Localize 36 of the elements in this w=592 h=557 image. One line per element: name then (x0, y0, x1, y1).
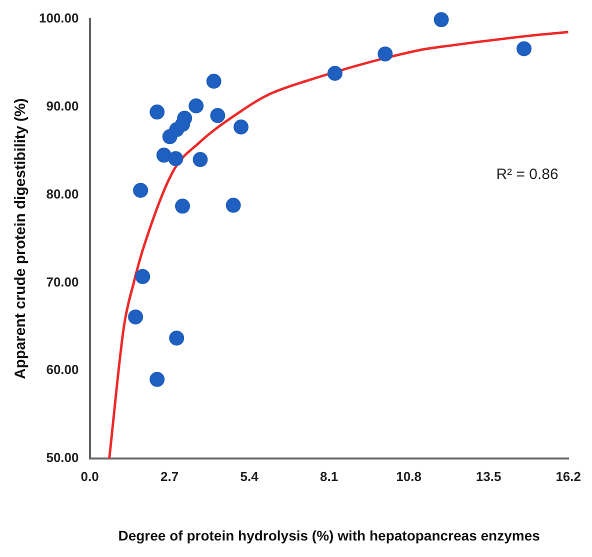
y-tick-label: 70.00 (46, 274, 79, 290)
point (234, 119, 249, 134)
point (168, 151, 184, 166)
x-tick-label: 2.7 (160, 468, 179, 484)
point (135, 269, 150, 284)
point (128, 309, 144, 324)
x-tick-label: 0.0 (80, 468, 99, 484)
point (210, 108, 226, 124)
line-series (108, 30, 568, 459)
point (175, 198, 190, 214)
point (226, 198, 241, 213)
y-tick-label: 60.00 (46, 362, 79, 378)
x-tick-label: 8.1 (320, 468, 338, 484)
point (206, 74, 222, 89)
x-tick-label: 16.2 (556, 468, 582, 484)
point (150, 104, 165, 120)
point (327, 66, 342, 81)
x-axis-title: Degree of protein hydrolysis (%) with hepatopancreas enzymes (118, 527, 540, 544)
point (188, 98, 204, 114)
point (434, 12, 449, 28)
point (192, 152, 208, 168)
point (150, 372, 165, 387)
point (378, 46, 393, 62)
point (156, 148, 172, 163)
y-tick-label: 50.00 (46, 450, 79, 466)
annotation: R² = 0.86 (496, 166, 558, 183)
x-tick-label: 13.5 (476, 468, 502, 484)
x-tick-label: 10.8 (396, 468, 422, 484)
y-tick-label: 90.00 (46, 98, 79, 114)
point (169, 330, 184, 346)
y-axis-title: Apparent crude protein digestibility (%) (12, 98, 30, 380)
x-tick-label: 5.4 (240, 468, 260, 484)
point (133, 182, 148, 198)
y-tick-label: 100.00 (38, 10, 79, 26)
point (516, 41, 532, 56)
y-tick-label: 80.00 (46, 186, 79, 202)
